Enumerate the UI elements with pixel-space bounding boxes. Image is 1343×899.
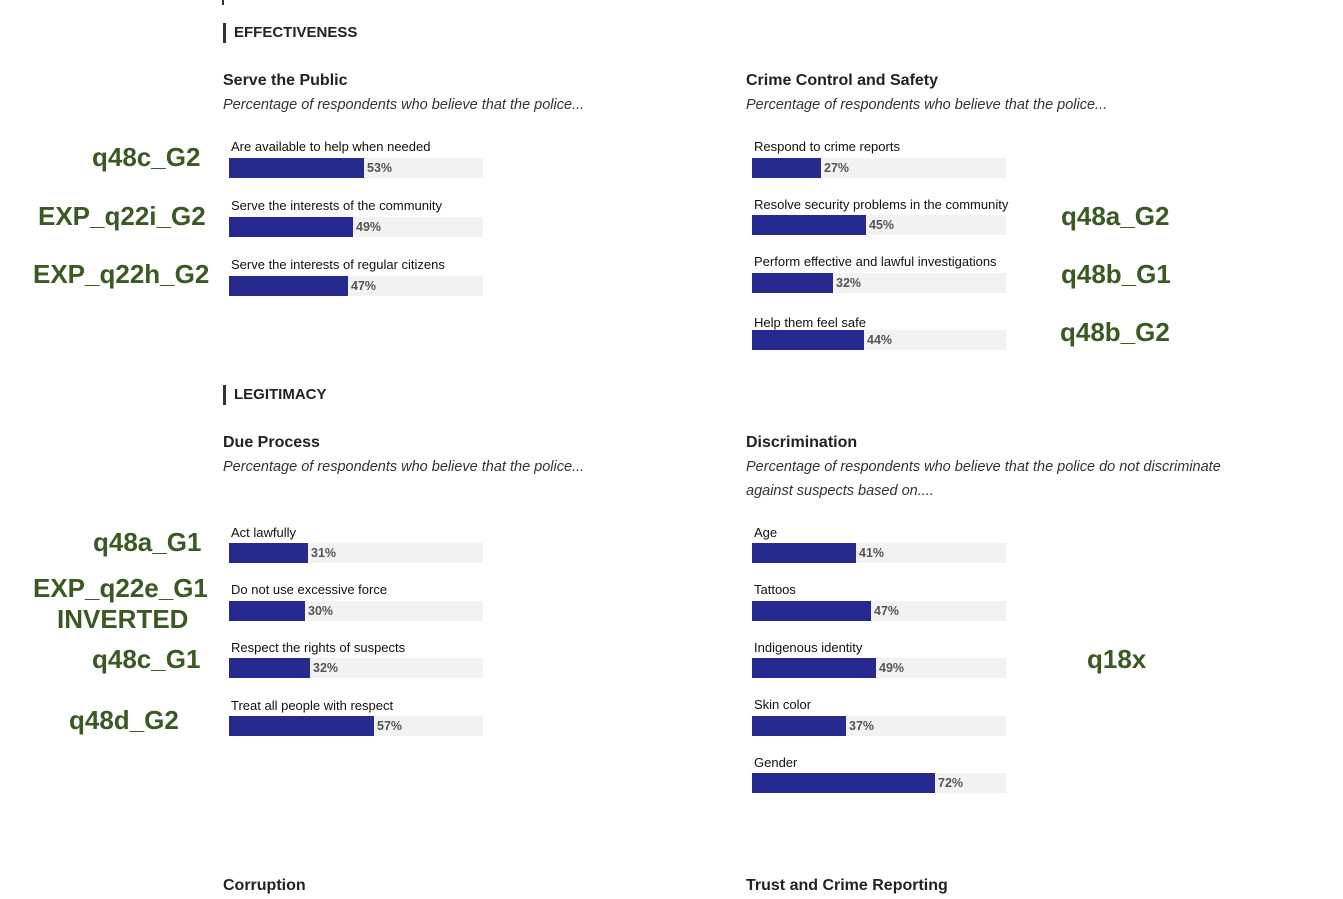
chart-title-corruption: Corruption	[223, 877, 306, 894]
bar-label: Respect the rights of suspects	[231, 640, 406, 655]
bar-track: 53%	[229, 158, 483, 178]
bar-fill	[229, 658, 310, 678]
bar-fill	[752, 773, 935, 793]
bar-fill	[752, 658, 876, 678]
section-heading-legitimacy: LEGITIMACY	[223, 385, 327, 405]
annotation-label: EXP_q22h_G2	[33, 259, 210, 289]
bar-label: Skin color	[754, 697, 812, 712]
annotation-label: q48a_G1	[93, 527, 202, 557]
bar-value: 30%	[308, 604, 334, 618]
annotation-label: INVERTED	[57, 604, 189, 634]
chart-title-crime-control: Crime Control and Safety	[746, 72, 939, 89]
bar-value: 32%	[313, 661, 339, 675]
bar-value: 57%	[377, 719, 403, 733]
bar-label: Age	[754, 525, 778, 540]
bar-label: Indigenous identity	[754, 640, 863, 655]
bar-value: 37%	[849, 719, 875, 733]
bar-track: 57%	[229, 716, 483, 736]
bar-label: Perform effective and lawful investigati…	[754, 254, 997, 269]
bar-fill	[229, 601, 305, 621]
chart-title-discrimination: Discrimination	[746, 434, 858, 451]
chart-subtitle-due-process: Percentage of respondents who believe th…	[223, 459, 585, 475]
bar-fill	[752, 330, 864, 350]
bar-value: 72%	[938, 776, 964, 790]
bar-fill	[229, 158, 364, 178]
annotation-label: q48b_G1	[1061, 259, 1171, 289]
section-heading-effectiveness: EFFECTIVENESS	[223, 23, 357, 43]
bar-track: 32%	[229, 658, 483, 678]
bar-label: Treat all people with respect	[231, 698, 394, 713]
chart-subtitle-discrimination-line2: against suspects based on....	[746, 483, 934, 499]
bar-value: 49%	[356, 220, 382, 234]
bar-value: 44%	[867, 333, 893, 347]
bar-fill	[229, 543, 308, 563]
annotation-label: EXP_q22i_G2	[38, 201, 206, 231]
bar-value: 45%	[869, 218, 895, 232]
bar-label: Serve the interests of the community	[231, 198, 442, 213]
chart-title-due-process: Due Process	[223, 434, 320, 451]
bar-track: 41%	[752, 543, 1006, 563]
bar-track: 45%	[752, 215, 1006, 235]
bar-label: Help them feel safe	[754, 315, 867, 330]
bar-label: Resolve security problems in the communi…	[754, 197, 1009, 212]
annotation-label: EXP_q22e_G1	[33, 573, 208, 603]
bar-track: 37%	[752, 716, 1006, 736]
bar-fill	[229, 276, 348, 296]
bar-label: Respond to crime reports	[754, 139, 900, 154]
annotation-label: q48d_G2	[69, 705, 179, 735]
bar-label: Are available to help when needed	[231, 139, 431, 154]
bar-label: Serve the interests of regular citizens	[231, 257, 445, 272]
annotation-label: q48a_G2	[1061, 201, 1170, 231]
bar-track: 49%	[229, 217, 483, 237]
bar-value: 47%	[874, 604, 900, 618]
bar-label: Act lawfully	[231, 525, 297, 540]
bar-fill	[229, 716, 374, 736]
bar-fill	[752, 601, 871, 621]
annotation-label: q18x	[1087, 644, 1147, 674]
bar-value: 32%	[836, 276, 862, 290]
bar-track: 44%	[752, 330, 1006, 350]
bar-value: 47%	[351, 279, 377, 293]
bar-fill	[752, 716, 846, 736]
bar-value: 27%	[824, 161, 850, 175]
top-divider	[222, 0, 224, 5]
annotation-label: q48c_G2	[92, 142, 201, 172]
bar-fill	[752, 543, 856, 563]
bar-fill	[229, 217, 353, 237]
bar-track: 72%	[752, 773, 1006, 793]
bar-track: 31%	[229, 543, 483, 563]
bar-track: 47%	[229, 276, 483, 296]
bar-label: Gender	[754, 755, 798, 770]
bar-label: Tattoos	[754, 582, 796, 597]
bar-value: 41%	[859, 546, 885, 560]
bar-track: 49%	[752, 658, 1006, 678]
bar-value: 53%	[367, 161, 393, 175]
bar-track: 32%	[752, 273, 1006, 293]
bar-track: 27%	[752, 158, 1006, 178]
bar-value: 31%	[311, 546, 337, 560]
chart-title-serve-public: Serve the Public	[223, 72, 348, 89]
annotation-label: q48b_G2	[1060, 317, 1170, 347]
bar-label: Do not use excessive force	[231, 582, 388, 597]
bar-track: 47%	[752, 601, 1006, 621]
bar-fill	[752, 158, 821, 178]
annotation-label: q48c_G1	[92, 644, 201, 674]
bar-fill	[752, 273, 833, 293]
bar-fill	[752, 215, 866, 235]
chart-title-trust-reporting: Trust and Crime Reporting	[746, 877, 948, 894]
chart-subtitle-discrimination-line1: Percentage of respondents who believe th…	[746, 459, 1221, 475]
bar-track: 30%	[229, 601, 483, 621]
bar-value: 49%	[879, 661, 905, 675]
chart-subtitle-serve-public: Percentage of respondents who believe th…	[223, 97, 585, 113]
chart-subtitle-crime-control: Percentage of respondents who believe th…	[746, 97, 1108, 113]
